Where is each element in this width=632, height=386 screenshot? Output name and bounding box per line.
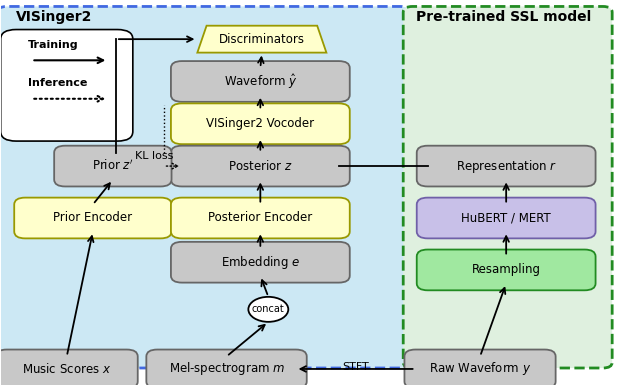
Text: Music Scores $x$: Music Scores $x$ (22, 362, 111, 376)
FancyBboxPatch shape (147, 350, 307, 386)
FancyBboxPatch shape (403, 7, 612, 368)
FancyBboxPatch shape (171, 146, 349, 186)
Ellipse shape (248, 297, 288, 322)
FancyBboxPatch shape (1, 30, 133, 141)
Text: VISinger2 Vocoder: VISinger2 Vocoder (206, 117, 314, 130)
Text: HuBERT / MERT: HuBERT / MERT (461, 212, 551, 225)
Polygon shape (197, 26, 326, 52)
FancyBboxPatch shape (171, 103, 349, 144)
Text: STFT: STFT (342, 362, 368, 372)
FancyBboxPatch shape (171, 198, 349, 239)
FancyBboxPatch shape (171, 61, 349, 102)
Text: Mel-spectrogram $m$: Mel-spectrogram $m$ (169, 361, 284, 378)
FancyBboxPatch shape (0, 350, 138, 386)
Text: concat: concat (252, 304, 284, 314)
FancyBboxPatch shape (416, 249, 595, 290)
Text: Representation $r$: Representation $r$ (456, 157, 557, 174)
FancyBboxPatch shape (54, 146, 171, 186)
FancyBboxPatch shape (0, 7, 410, 368)
Text: Posterior Encoder: Posterior Encoder (208, 212, 312, 225)
Text: Inference: Inference (28, 78, 88, 88)
FancyBboxPatch shape (171, 242, 349, 283)
Text: Raw Waveform $y$: Raw Waveform $y$ (429, 361, 531, 378)
Text: Pre-trained SSL model: Pre-trained SSL model (415, 10, 591, 24)
FancyBboxPatch shape (404, 350, 556, 386)
Text: VISinger2: VISinger2 (16, 10, 92, 24)
FancyBboxPatch shape (14, 198, 171, 239)
Text: Prior Encoder: Prior Encoder (53, 212, 133, 225)
FancyBboxPatch shape (416, 198, 595, 239)
Text: KL loss: KL loss (135, 151, 173, 161)
Text: Prior $z'$: Prior $z'$ (92, 159, 134, 173)
Text: Posterior $z$: Posterior $z$ (228, 159, 293, 173)
Text: Waveform $\hat{y}$: Waveform $\hat{y}$ (224, 72, 297, 91)
Text: Embedding $e$: Embedding $e$ (221, 254, 300, 271)
FancyBboxPatch shape (416, 146, 595, 186)
Text: Training: Training (28, 40, 79, 50)
Text: Discriminators: Discriminators (219, 33, 305, 46)
Text: Resampling: Resampling (471, 263, 540, 276)
